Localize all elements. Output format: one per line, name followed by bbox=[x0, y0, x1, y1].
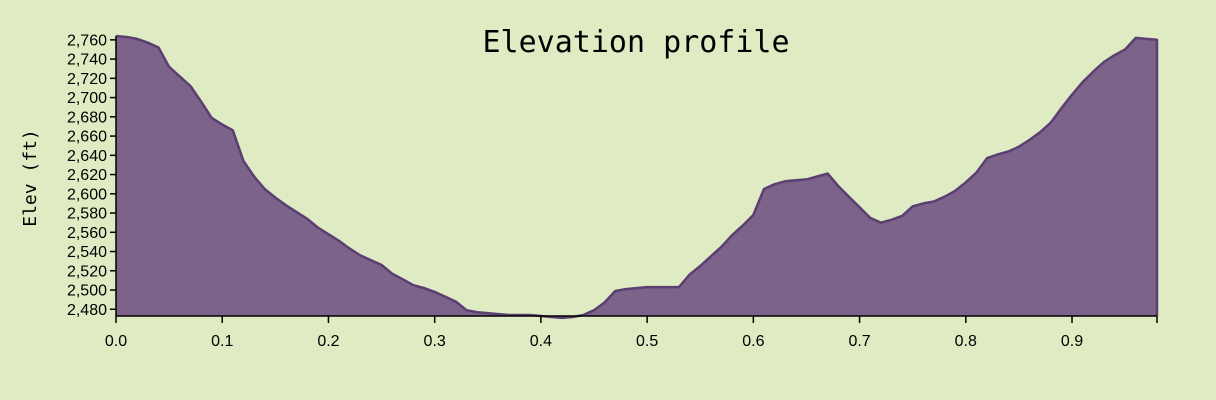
y-tick-label: 2,520 bbox=[67, 263, 107, 280]
y-tick-label: 2,740 bbox=[67, 52, 107, 69]
x-tick-label: 0.5 bbox=[636, 333, 658, 350]
y-axis-label: Elev (ft) bbox=[20, 129, 41, 227]
x-tick-label: 0.6 bbox=[742, 333, 764, 350]
y-tick-label: 2,540 bbox=[67, 244, 107, 261]
x-tick-label: 0.4 bbox=[530, 333, 552, 350]
y-tick-label: 2,560 bbox=[67, 225, 107, 242]
x-tick-label: 0.3 bbox=[424, 333, 446, 350]
elevation-area bbox=[116, 36, 1157, 318]
y-tick-label: 2,720 bbox=[67, 71, 107, 88]
x-tick-label: 0.2 bbox=[317, 333, 339, 350]
x-axis: 0.0 0.1 0.2 0.3 0.4 0.5 0.6 0.7 0.8 0.9 bbox=[105, 315, 1158, 350]
y-tick-label: 2,620 bbox=[67, 167, 107, 184]
chart-title: Elevation profile bbox=[482, 25, 789, 60]
y-tick-label: 2,660 bbox=[67, 129, 107, 146]
y-tick-label: 2,580 bbox=[67, 206, 107, 223]
x-tick-label: 0.0 bbox=[105, 333, 127, 350]
x-tick-label: 0.8 bbox=[955, 333, 977, 350]
y-tick-label: 2,600 bbox=[67, 186, 107, 203]
elevation-line bbox=[115, 34, 1159, 320]
y-tick-label: 2,760 bbox=[67, 32, 107, 49]
y-tick-label: 2,480 bbox=[67, 302, 107, 319]
y-tick-label: 2,700 bbox=[67, 90, 107, 107]
x-tick-label: 0.7 bbox=[848, 333, 870, 350]
y-tick-label: 2,680 bbox=[67, 109, 107, 126]
y-tick-label: 2,640 bbox=[67, 148, 107, 165]
x-tick-label: 0.9 bbox=[1061, 333, 1083, 350]
y-axis: 2,480 2,500 2,520 2,540 2,560 2,580 2,600 2,620… bbox=[67, 32, 117, 319]
area-layer bbox=[115, 34, 1159, 320]
y-tick-label: 2,500 bbox=[67, 283, 107, 300]
x-tick-label: 0.1 bbox=[211, 333, 233, 350]
